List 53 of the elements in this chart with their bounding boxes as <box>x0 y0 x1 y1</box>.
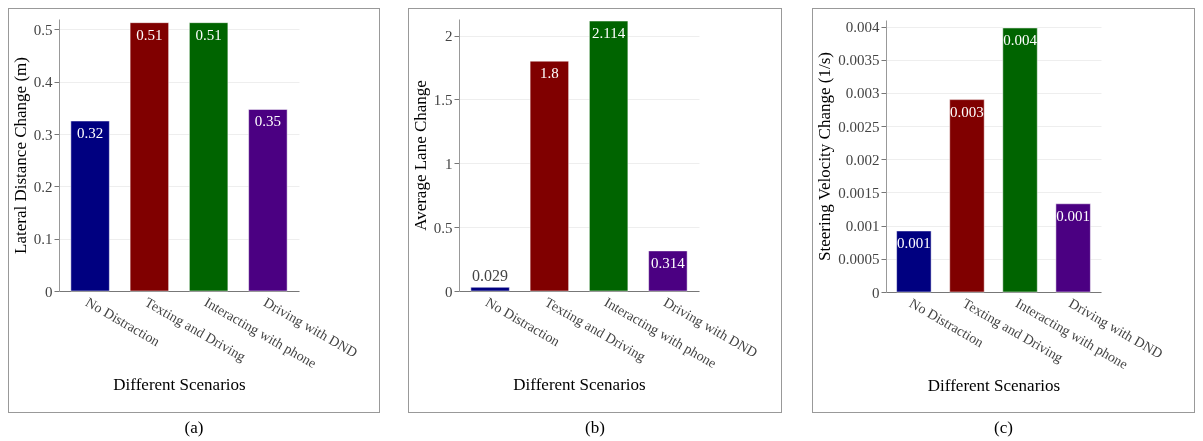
y-tick-label: 1 <box>445 155 453 172</box>
y-tick-label: 0.002 <box>845 151 880 168</box>
data-label: 0.004 <box>1003 31 1038 48</box>
bar <box>589 20 629 292</box>
y-tick-label: 0.2 <box>33 178 53 195</box>
data-label: 0.32 <box>76 125 104 141</box>
text: (a) <box>183 418 205 438</box>
text: (b) <box>584 418 606 438</box>
y-tick-label: 0.0015 <box>838 184 880 201</box>
y-axis-title: Average Lane Change <box>410 80 430 231</box>
bar <box>896 230 932 293</box>
y-tick-label: 0.004 <box>845 19 880 36</box>
data-label: 0.51 <box>136 26 163 43</box>
data-label: 2.114 <box>592 25 626 42</box>
data-label: 1.8 <box>540 65 559 82</box>
y-axis-title: Steering Velocity Change (1/s) <box>815 52 835 261</box>
y-tick-label: 1.5 <box>433 91 453 108</box>
data-label: 0.003 <box>950 103 984 120</box>
y-tick-label: 0.003 <box>845 85 880 102</box>
y-tick-label: 0.3 <box>33 126 53 143</box>
y-tick-label: 0.5 <box>33 21 53 38</box>
y-tick-label: 0.0025 <box>838 118 880 135</box>
bar <box>529 60 569 292</box>
y-tick-label: 0.0005 <box>838 251 880 268</box>
y-tick-label: 0.5 <box>433 219 453 236</box>
bar <box>1002 27 1038 293</box>
data-label: 0.35 <box>254 113 282 130</box>
data-label: 0.51 <box>195 26 222 43</box>
data-label: 0.029 <box>472 267 509 285</box>
x-axis-title: Different Scenarios <box>113 374 246 394</box>
data-label: 0.001 <box>897 234 931 251</box>
bar <box>1055 203 1091 293</box>
x-axis-title: Different Scenarios <box>927 375 1061 395</box>
bar <box>248 109 288 292</box>
y-tick-label: 0.4 <box>33 74 53 91</box>
y-tick-label: 0.0035 <box>838 52 880 69</box>
x-axis-title: Different Scenarios <box>513 374 646 394</box>
bar <box>949 99 985 293</box>
y-axis-title: Lateral Distance Change (m) <box>10 57 30 254</box>
text: (c) <box>993 418 1014 438</box>
y-tick-label: 2 <box>445 28 453 45</box>
bar <box>70 120 110 292</box>
data-label: 0.314 <box>651 254 686 271</box>
bar <box>129 22 169 292</box>
data-label: 0.001 <box>1056 207 1090 224</box>
bar <box>470 287 510 292</box>
y-tick-label: 0.001 <box>845 218 880 235</box>
bar <box>189 22 229 292</box>
y-tick-label: 0 <box>445 283 453 300</box>
y-tick-label: 0 <box>45 283 53 300</box>
y-tick-label: 0.1 <box>33 231 53 248</box>
y-tick-label: 0 <box>872 284 880 301</box>
bar <box>648 250 688 292</box>
